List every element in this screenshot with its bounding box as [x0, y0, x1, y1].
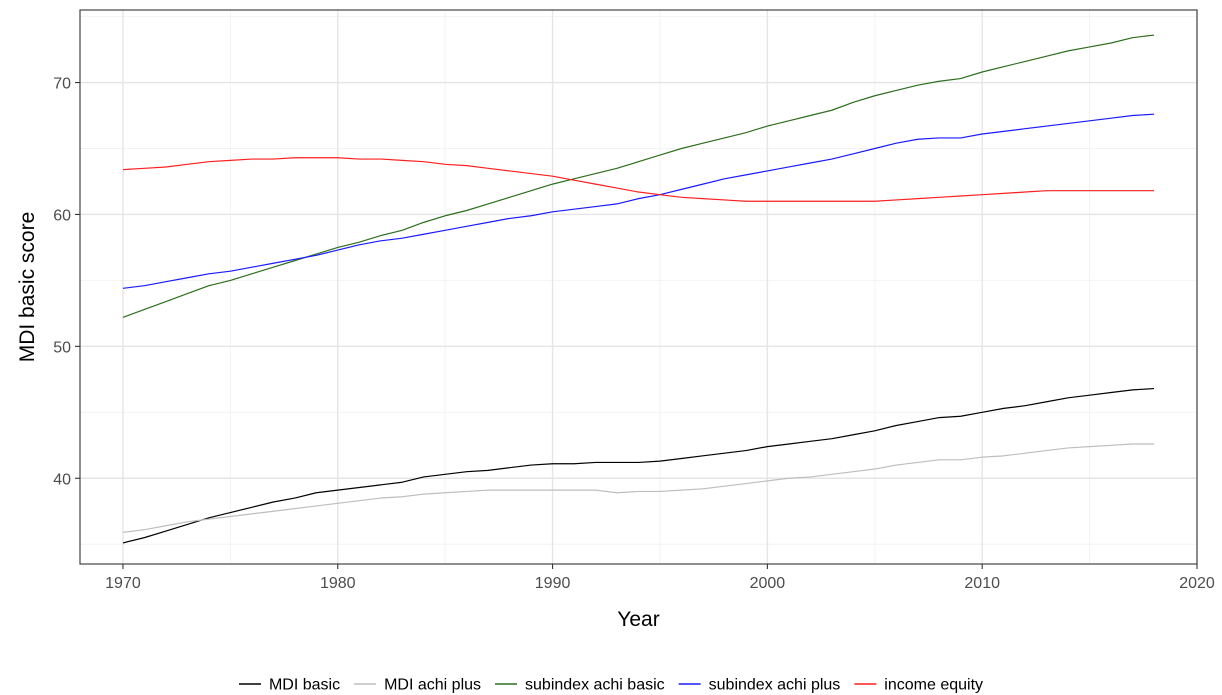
x-tick-label: 2000 — [750, 575, 786, 592]
legend-label: income equity — [884, 677, 983, 694]
y-tick-label: 40 — [53, 471, 71, 488]
series-line-mdi-achi-plus — [122, 443, 1155, 533]
panel-border — [79, 9, 1198, 565]
panel-background — [80, 10, 1197, 564]
legend-item: subindex achi plus — [678, 677, 841, 694]
series-line-income-equity — [122, 157, 1155, 202]
legend-label: subindex achi basic — [525, 677, 665, 694]
y-axis: 40 50 60 70 — [53, 76, 80, 488]
series-lines — [122, 34, 1155, 544]
y-tick-label: 50 — [53, 339, 71, 356]
major-gridlines — [80, 10, 1198, 564]
x-axis: 1970 1980 1990 2000 2010 2020 — [105, 564, 1215, 592]
legend-item: income equity — [854, 677, 983, 694]
y-axis-title: MDI basic score — [16, 212, 39, 363]
legend-item: MDI achi plus — [354, 677, 481, 694]
legend-item: MDI basic — [238, 677, 340, 694]
x-tick-label: 2010 — [964, 575, 1000, 592]
x-tick-label: 1980 — [320, 575, 356, 592]
legend-label: subindex achi plus — [709, 677, 841, 694]
y-tick-label: 60 — [53, 207, 71, 224]
x-tick-label: 1990 — [535, 575, 571, 592]
minor-gridlines — [80, 10, 1197, 564]
x-tick-label: 2020 — [1179, 575, 1215, 592]
legend: MDI basic MDI achi plus subindex achi basi… — [238, 677, 983, 694]
legend-item: subindex achi basic — [495, 677, 665, 694]
legend-label: MDI achi plus — [384, 677, 481, 694]
series-line-subindex-achi-basic — [122, 34, 1155, 318]
x-tick-label: 1970 — [105, 575, 141, 592]
legend-label: MDI basic — [269, 677, 340, 694]
y-tick-label: 70 — [53, 76, 71, 93]
x-axis-title: Year — [617, 608, 659, 631]
series-line-subindex-achi-plus — [122, 113, 1155, 289]
series-line-mdi-basic — [122, 387, 1155, 544]
